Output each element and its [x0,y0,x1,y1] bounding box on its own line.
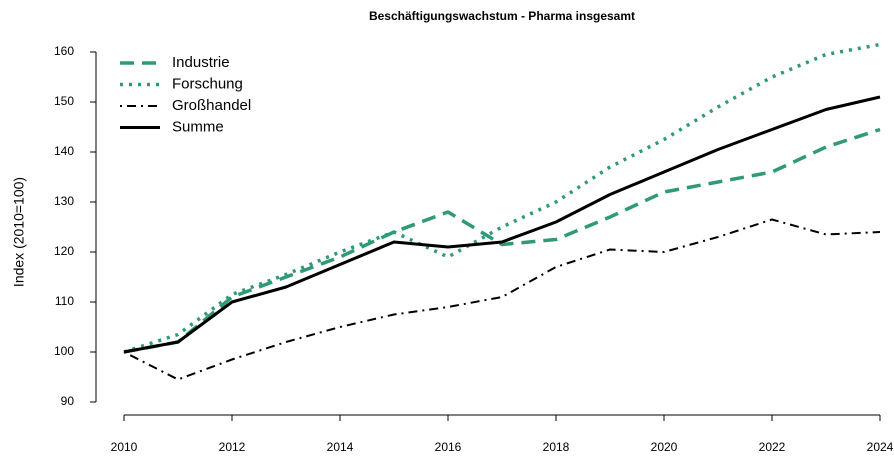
x-tick-label: 2020 [651,440,678,454]
y-tick-label: 120 [54,244,74,258]
y-tick-label: 100 [54,344,74,358]
series-line [123,127,881,354]
y-tick-label: 150 [54,94,74,108]
y-tick-label: 140 [54,144,74,158]
y-axis-label: Index (2010=100) [11,177,27,287]
legend-label: Industrie [172,54,230,71]
x-tick-label: 2018 [543,440,570,454]
series-line [123,95,881,354]
x-tick-label: 2024 [867,440,894,454]
x-tick-label: 2014 [327,440,354,454]
x-tick-label: 2012 [219,440,246,454]
legend-label: Summe [172,118,224,135]
legend-label: Großhandel [172,97,251,114]
series-line [123,218,881,381]
y-tick-label: 160 [54,44,74,58]
y-tick-label: 130 [54,194,74,208]
legend-label: Forschung [172,75,243,92]
chart-title: Beschäftigungswachstum - Pharma insgesam… [369,9,635,23]
x-tick-label: 2010 [111,440,138,454]
x-tick-label: 2022 [759,440,786,454]
y-tick-label: 90 [61,394,75,408]
y-tick-label: 110 [55,294,74,308]
x-tick-label: 2016 [435,440,462,454]
